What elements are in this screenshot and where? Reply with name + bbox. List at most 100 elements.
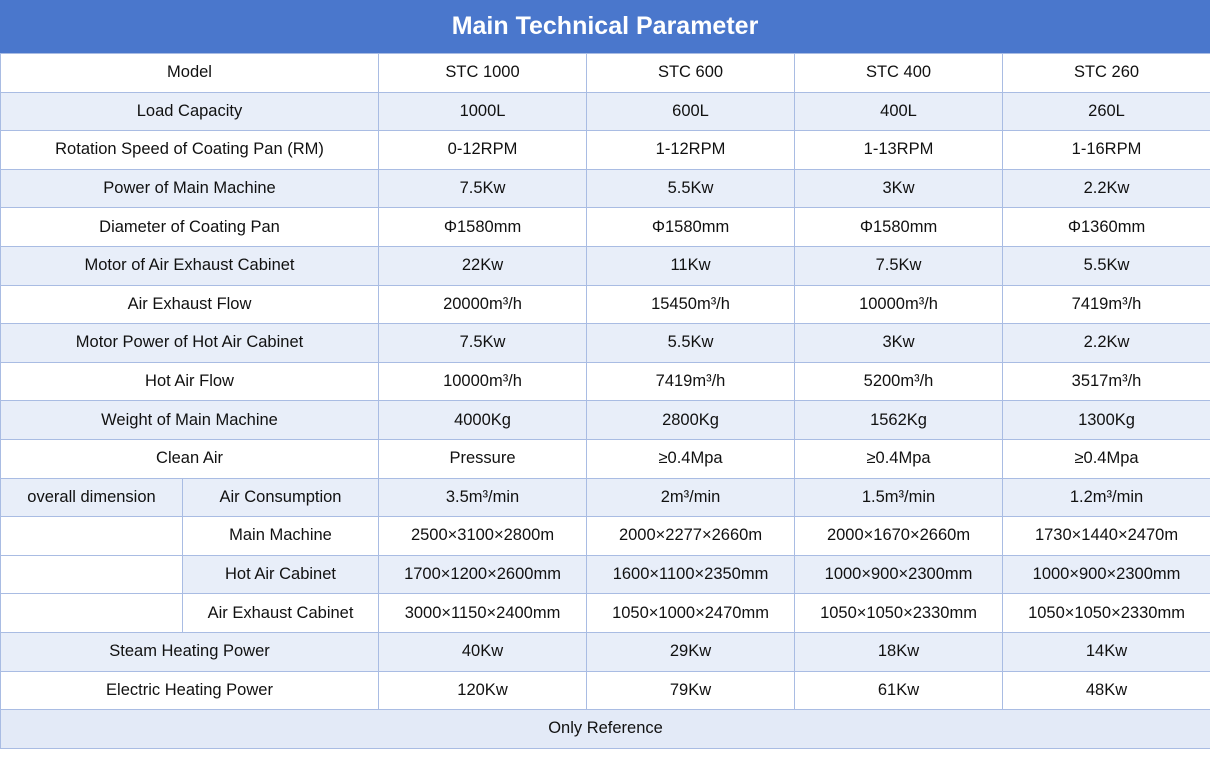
row-label: Electric Heating Power xyxy=(0,670,380,711)
value-cell: Φ1580mm xyxy=(378,207,588,247)
value-cell: 1.5m³/min xyxy=(794,477,1004,518)
value-cell: 1.2m³/min xyxy=(1002,477,1210,518)
value-cell: 120Kw xyxy=(378,670,588,711)
header-row: Model STC 1000 STC 600 STC 400 STC 260 xyxy=(0,53,1210,93)
table-row: Motor Power of Hot Air Cabinet 7.5Kw 5.5Kw… xyxy=(0,323,1210,363)
row-label: Clean Air xyxy=(0,438,380,479)
table-row: Hot Air Cabinet 1700×1200×2600mm 1600×1100… xyxy=(0,554,1210,595)
value-cell: 5.5Kw xyxy=(586,323,796,363)
value-cell: 7419m³/h xyxy=(1002,284,1210,325)
value-cell: 1050×1000×2470mm xyxy=(586,593,796,633)
value-cell: 22Kw xyxy=(378,245,588,286)
value-cell: 2500×3100×2800m xyxy=(378,516,588,556)
table-row: Main Machine 2500×3100×2800m 2000×2277×266… xyxy=(0,516,1210,556)
value-cell: 3000×1150×2400mm xyxy=(378,593,588,633)
value-cell: 1-13RPM xyxy=(794,130,1004,170)
value-cell: 5200m³/h xyxy=(794,361,1004,402)
value-cell: ≥0.4Mpa xyxy=(586,438,796,479)
value-cell: 1730×1440×2470m xyxy=(1002,516,1210,556)
value-cell: 10000m³/h xyxy=(794,284,1004,325)
value-cell: 20000m³/h xyxy=(378,284,588,325)
row-label: Steam Heating Power xyxy=(0,631,380,672)
footer-row: Only Reference xyxy=(0,709,1210,749)
header-cell-model: Model xyxy=(0,53,380,93)
table-row: Steam Heating Power 40Kw 29Kw 18Kw 14Kw xyxy=(0,631,1210,672)
row-label: Diameter of Coating Pan xyxy=(0,207,380,247)
value-cell: 1562Kg xyxy=(794,400,1004,440)
table-row: Air Exhaust Cabinet 3000×1150×2400mm 1050×… xyxy=(0,593,1210,633)
value-cell: 2000×2277×2660m xyxy=(586,516,796,556)
value-cell: 40Kw xyxy=(378,631,588,672)
row-label: Motor Power of Hot Air Cabinet xyxy=(0,323,380,363)
row-label: Hot Air Flow xyxy=(0,361,380,402)
value-cell: Φ1580mm xyxy=(586,207,796,247)
value-cell: 2000×1670×2660m xyxy=(794,516,1004,556)
sub-row-label: Air Consumption xyxy=(181,477,380,518)
row-label: Load Capacity xyxy=(0,91,380,132)
value-cell: 5.5Kw xyxy=(586,168,796,209)
value-cell: 1700×1200×2600mm xyxy=(378,554,588,595)
value-cell: 3.5m³/min xyxy=(378,477,588,518)
table-row: Rotation Speed of Coating Pan (RM) 0-12RP… xyxy=(0,130,1210,170)
value-cell: 1000×900×2300mm xyxy=(1002,554,1210,595)
value-cell: ≥0.4Mpa xyxy=(1002,438,1210,479)
empty-cell xyxy=(0,516,183,556)
table-row: Power of Main Machine 7.5Kw 5.5Kw 3Kw 2.2Kw xyxy=(0,168,1210,209)
value-cell: 15450m³/h xyxy=(586,284,796,325)
value-cell: 7.5Kw xyxy=(378,323,588,363)
value-cell: 2.2Kw xyxy=(1002,168,1210,209)
header-cell-model-name: STC 600 xyxy=(586,53,796,93)
value-cell: 1000×900×2300mm xyxy=(794,554,1004,595)
value-cell: 1300Kg xyxy=(1002,400,1210,440)
value-cell: 29Kw xyxy=(586,631,796,672)
sub-row-label: Air Exhaust Cabinet xyxy=(181,593,380,633)
value-cell: 1-16RPM xyxy=(1002,130,1210,170)
table-row: Air Exhaust Flow 20000m³/h 15450m³/h 10000m… xyxy=(0,284,1210,325)
sub-row-label: Main Machine xyxy=(181,516,380,556)
value-cell: 1050×1050×2330mm xyxy=(794,593,1004,633)
value-cell: 4000Kg xyxy=(378,400,588,440)
value-cell: 48Kw xyxy=(1002,670,1210,711)
value-cell: 5.5Kw xyxy=(1002,245,1210,286)
value-cell: 79Kw xyxy=(586,670,796,711)
value-cell: 1000L xyxy=(378,91,588,132)
value-cell: 2800Kg xyxy=(586,400,796,440)
value-cell: Φ1580mm xyxy=(794,207,1004,247)
row-label: Air Exhaust Flow xyxy=(0,284,380,325)
table-title: Main Technical Parameter xyxy=(0,0,1210,53)
header-cell-model-name: STC 260 xyxy=(1002,53,1210,93)
group-label-overall-dimension: overall dimension xyxy=(0,477,183,518)
value-cell: 2m³/min xyxy=(586,477,796,518)
row-label: Power of Main Machine xyxy=(0,168,380,209)
value-cell: 400L xyxy=(794,91,1004,132)
empty-cell xyxy=(0,593,183,633)
table-row: Load Capacity 1000L 600L 400L 260L xyxy=(0,91,1210,132)
table-row: Clean Air Pressure ≥0.4Mpa ≥0.4Mpa ≥0.4Mpa xyxy=(0,438,1210,479)
value-cell: 3517m³/h xyxy=(1002,361,1210,402)
table-row: Electric Heating Power 120Kw 79Kw 61Kw 48Kw xyxy=(0,670,1210,711)
table-row: Weight of Main Machine 4000Kg 2800Kg 1562Kg… xyxy=(0,400,1210,440)
value-cell: ≥0.4Mpa xyxy=(794,438,1004,479)
empty-cell xyxy=(0,554,183,595)
value-cell: 1050×1050×2330mm xyxy=(1002,593,1210,633)
row-label: Motor of Air Exhaust Cabinet xyxy=(0,245,380,286)
value-cell: 0-12RPM xyxy=(378,130,588,170)
value-cell: 11Kw xyxy=(586,245,796,286)
table-row: overall dimension Air Consumption 3.5m³/mi… xyxy=(0,477,1210,518)
value-cell: 14Kw xyxy=(1002,631,1210,672)
header-cell-model-name: STC 1000 xyxy=(378,53,588,93)
value-cell: 3Kw xyxy=(794,323,1004,363)
parameter-table: Model STC 1000 STC 600 STC 400 STC 260 Load C… xyxy=(0,53,1210,749)
table-row: Hot Air Flow 10000m³/h 7419m³/h 5200m³/h 351… xyxy=(0,361,1210,402)
footer-note: Only Reference xyxy=(0,709,1210,749)
value-cell: 7.5Kw xyxy=(378,168,588,209)
value-cell: 1-12RPM xyxy=(586,130,796,170)
value-cell: 10000m³/h xyxy=(378,361,588,402)
value-cell: 600L xyxy=(586,91,796,132)
header-cell-model-name: STC 400 xyxy=(794,53,1004,93)
value-cell: 7419m³/h xyxy=(586,361,796,402)
sub-row-label: Hot Air Cabinet xyxy=(181,554,380,595)
value-cell: 1600×1100×2350mm xyxy=(586,554,796,595)
value-cell: 260L xyxy=(1002,91,1210,132)
value-cell: 18Kw xyxy=(794,631,1004,672)
